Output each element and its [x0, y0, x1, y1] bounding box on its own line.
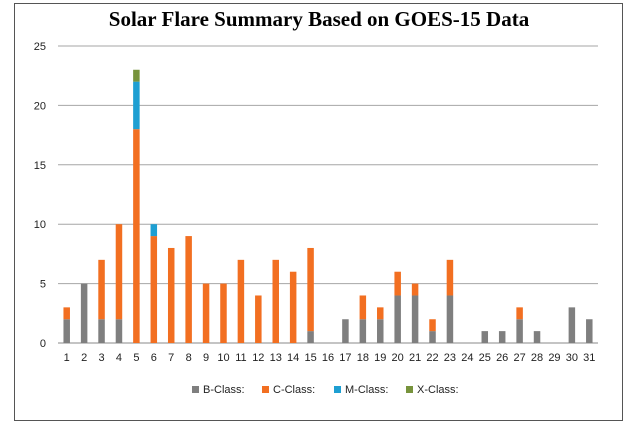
- chart-frame: [14, 3, 623, 421]
- bar-segment: [115, 319, 123, 343]
- x-tick-label: 10: [217, 352, 229, 364]
- bar-segment: [394, 271, 401, 296]
- x-tick-label: 25: [479, 352, 491, 364]
- bar-segment: [377, 319, 384, 343]
- bar-segment: [237, 259, 245, 343]
- bar-segment: [307, 247, 314, 332]
- x-tick-label: 5: [133, 352, 139, 364]
- bar-segment: [115, 224, 123, 320]
- bar-segment: [63, 307, 70, 320]
- bar-segment: [498, 331, 506, 343]
- legend: B-Class: C-Class: M-Class: X-Class:: [192, 384, 459, 396]
- x-tick-label: 8: [186, 352, 192, 364]
- bar-segment: [307, 331, 314, 343]
- bar-segment: [63, 319, 70, 343]
- bar-segment: [255, 295, 262, 343]
- bar-segment: [533, 331, 541, 343]
- x-tick-label: 12: [252, 352, 264, 364]
- x-tick-label: 16: [322, 352, 334, 364]
- bars: [63, 69, 593, 343]
- legend-label: X-Class:: [417, 384, 459, 396]
- bar-segment: [429, 319, 436, 332]
- bar-segment: [394, 295, 401, 343]
- x-tick-label: 22: [426, 352, 438, 364]
- bar-segment: [272, 259, 279, 343]
- x-tick-label: 23: [444, 352, 456, 364]
- x-tick-label: 26: [496, 352, 508, 364]
- bar-segment: [516, 319, 523, 343]
- x-tick-label: 4: [116, 352, 122, 364]
- bar-segment: [446, 259, 454, 296]
- bar-segment: [516, 307, 523, 320]
- bar-segment: [289, 271, 297, 343]
- x-tick-label: 28: [531, 352, 543, 364]
- bar-segment: [411, 283, 419, 296]
- bar-segment: [133, 81, 140, 130]
- bar-segment: [446, 295, 454, 343]
- bar-segment: [377, 307, 384, 320]
- legend-label: B-Class:: [203, 384, 245, 396]
- bar-segment: [568, 307, 576, 343]
- x-tick-label: 15: [304, 352, 316, 364]
- legend-swatch: [334, 386, 341, 393]
- x-tick-label: 30: [566, 352, 578, 364]
- x-tick-label: 11: [235, 352, 246, 364]
- bar-segment: [411, 295, 419, 343]
- bar-segment: [167, 247, 175, 343]
- x-tick-label: 20: [392, 352, 404, 364]
- x-tick-label: 24: [461, 352, 473, 364]
- bar-segment: [481, 331, 489, 343]
- x-tick-label: 13: [270, 352, 282, 364]
- legend-label: M-Class:: [345, 384, 388, 396]
- x-tick-label: 6: [151, 352, 157, 364]
- x-tick-label: 29: [548, 352, 560, 364]
- x-tick-label: 7: [168, 352, 174, 364]
- bar-segment: [586, 319, 593, 343]
- y-tick-label: 10: [34, 219, 46, 231]
- x-tick-label: 18: [357, 352, 369, 364]
- x-tick-label: 27: [513, 352, 525, 364]
- x-tick-label: 19: [374, 352, 386, 364]
- x-tick-label: 1: [64, 352, 70, 364]
- bar-segment: [133, 69, 140, 82]
- gridlines: [58, 45, 598, 344]
- bar-segment: [359, 295, 367, 320]
- y-tick-label: 15: [34, 160, 46, 172]
- y-tick-label: 20: [34, 100, 46, 112]
- y-tick-label: 5: [40, 279, 46, 291]
- x-tick-label: 2: [81, 352, 87, 364]
- bar-segment: [98, 259, 105, 320]
- bar-segment: [359, 319, 367, 343]
- bar-segment: [342, 319, 349, 343]
- x-tick-label: 21: [409, 352, 421, 364]
- y-tick-label: 25: [34, 41, 46, 53]
- bar-segment: [133, 129, 140, 343]
- legend-swatch: [192, 386, 199, 393]
- bar-segment: [98, 319, 105, 343]
- x-tick-label: 3: [98, 352, 104, 364]
- legend-label: C-Class:: [273, 384, 315, 396]
- bar-segment: [150, 224, 158, 237]
- bar-segment: [150, 236, 158, 343]
- legend-swatch: [262, 386, 269, 393]
- x-tick-label: 14: [287, 352, 299, 364]
- bar-segment: [80, 283, 88, 343]
- bar-segment: [429, 331, 436, 343]
- bar-segment: [185, 236, 192, 343]
- y-axis-ticks: 0 5 10 15 20 25: [34, 41, 46, 350]
- y-tick-label: 0: [40, 338, 46, 350]
- bar-segment: [202, 283, 210, 343]
- x-axis-ticks: 1 2 3 4 5 6 7 8 9 10 11 12 13 14 15 16 17 18 19 20 21 22 23 24 2…: [64, 352, 596, 364]
- x-tick-label: 17: [339, 352, 351, 364]
- bar-segment: [220, 283, 227, 343]
- x-tick-label: 9: [203, 352, 209, 364]
- chart-title: Solar Flare Summary Based on GOES-15 Dat…: [108, 7, 530, 31]
- x-tick-label: 31: [583, 352, 595, 364]
- legend-swatch: [406, 386, 413, 393]
